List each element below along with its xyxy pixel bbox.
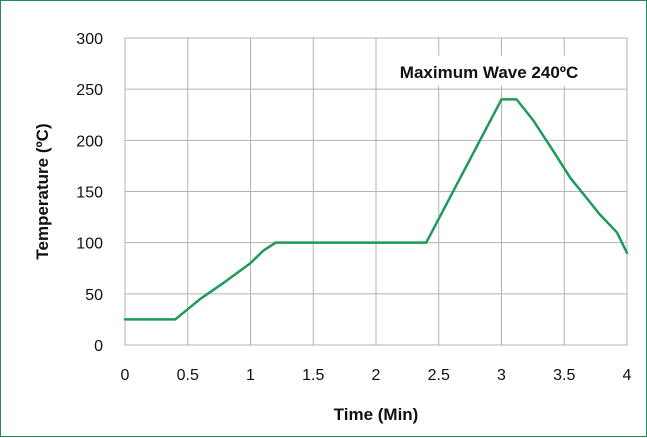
y-tick-label: 250 [76, 82, 103, 99]
x-tick-label: 0 [121, 367, 130, 384]
x-tick-label: 0.5 [177, 367, 199, 384]
y-tick-label: 200 [76, 133, 103, 150]
plot-border [124, 37, 628, 346]
y-tick-label: 0 [94, 338, 103, 355]
x-axis-title: Time (Min) [334, 405, 419, 424]
x-tick-label: 3 [497, 367, 506, 384]
temperature-line [123, 98, 629, 321]
x-tick-label: 3.5 [553, 367, 575, 384]
x-tick-label: 1 [246, 367, 255, 384]
y-tick-label: 300 [76, 31, 103, 48]
x-tick-label: 4 [623, 367, 632, 384]
annotation-background [381, 55, 587, 86]
y-tick-label: 100 [76, 236, 103, 253]
y-tick-label: 150 [76, 185, 103, 202]
x-tick-label: 2.5 [428, 367, 450, 384]
x-tick-label: 1.5 [302, 367, 324, 384]
y-tick-label: 50 [85, 287, 103, 304]
y-axis-title: Temperature (ºC) [33, 123, 52, 259]
max-wave-annotation: Maximum Wave 240ºC [400, 63, 578, 82]
x-tick-label: 2 [372, 367, 381, 384]
